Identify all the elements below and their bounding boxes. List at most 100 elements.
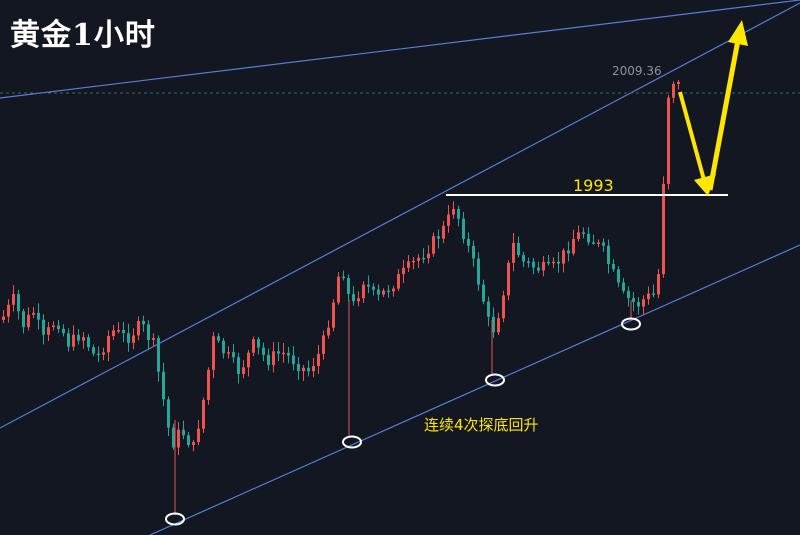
candle-body — [657, 274, 660, 295]
candle-body — [382, 290, 385, 295]
candle-body — [312, 366, 315, 372]
candle-body — [632, 298, 635, 302]
candle-body — [552, 261, 555, 264]
candle-body — [262, 347, 265, 355]
candle-body — [252, 339, 255, 353]
candle-body — [522, 255, 525, 262]
candle-body — [572, 238, 575, 254]
candle-body — [327, 327, 330, 336]
candle-body — [182, 429, 185, 436]
candle-body — [297, 364, 300, 372]
candle-body — [427, 253, 430, 259]
candle-body — [342, 276, 345, 279]
annotation-text: 连续4次探底回升 — [424, 416, 539, 434]
candle-body — [47, 327, 50, 335]
candle-body — [372, 286, 375, 290]
candle-body — [17, 294, 20, 312]
candle-body — [167, 399, 170, 428]
candle-body — [422, 257, 425, 260]
support-touch-markers — [165, 317, 641, 526]
candle-body — [397, 274, 400, 289]
candle-body — [27, 314, 30, 328]
candle-body — [217, 336, 220, 341]
candle-body — [302, 367, 305, 372]
candle-body — [92, 347, 95, 354]
candle-body — [62, 328, 65, 334]
candle-body — [267, 354, 270, 366]
last-price-label: 2009.36 — [612, 64, 662, 78]
candle-body — [532, 261, 535, 268]
touch-marker-1 — [165, 512, 185, 526]
channel-line-3 — [149, 244, 800, 535]
candle-body — [147, 324, 150, 340]
candle-body — [142, 320, 145, 325]
candle-body — [82, 337, 85, 341]
candle-body — [192, 442, 195, 446]
candle-body — [482, 284, 485, 302]
candle-body — [117, 330, 120, 332]
candle-body — [477, 258, 480, 285]
candle-body — [472, 245, 475, 259]
candle-body — [512, 242, 515, 263]
candle-body — [492, 316, 495, 333]
candle-body — [247, 352, 250, 368]
candle-body — [317, 353, 320, 367]
channel-line-2 — [0, 2, 800, 429]
candle-body — [7, 304, 10, 317]
candle-body — [412, 260, 415, 263]
candle-body — [377, 289, 380, 295]
candle-body — [212, 336, 215, 370]
candle-body — [122, 330, 125, 334]
candle-body — [677, 81, 680, 84]
candle-body — [577, 232, 580, 239]
candles — [2, 79, 680, 515]
candle-body — [162, 371, 165, 400]
candle-body — [452, 209, 455, 215]
candle-body — [97, 353, 100, 356]
candle-body — [497, 318, 500, 333]
candle-body — [277, 351, 280, 354]
candle-body — [602, 242, 605, 246]
candle-body — [542, 261, 545, 271]
candle-body — [2, 316, 5, 320]
touch-marker-3 — [485, 373, 505, 387]
level-label: 1993 — [573, 176, 614, 195]
touch-marker-2 — [342, 435, 362, 449]
candle-body — [652, 293, 655, 295]
candle-body — [22, 311, 25, 328]
candle-body — [77, 334, 80, 341]
candle-body — [487, 301, 490, 317]
candle-body — [237, 357, 240, 375]
candle-body — [227, 352, 230, 354]
candle-body — [57, 325, 60, 329]
candle-body — [112, 330, 115, 336]
candle-body — [587, 233, 590, 243]
candle-body — [642, 299, 645, 307]
candle-body — [462, 218, 465, 239]
candle-body — [107, 335, 110, 353]
candle-body — [177, 429, 180, 448]
candle-body — [612, 263, 615, 270]
up-arrow-shaft — [707, 39, 741, 191]
candle-body — [617, 269, 620, 283]
candle-body — [562, 250, 565, 264]
candle-body — [67, 333, 70, 347]
candle-body — [392, 288, 395, 292]
candle-body — [557, 261, 560, 264]
candle-body — [32, 312, 35, 315]
candle-body — [442, 225, 445, 239]
candle-body — [567, 250, 570, 254]
candle-body — [137, 320, 140, 336]
candle-body — [547, 261, 550, 264]
candle-body — [367, 284, 370, 287]
candle-body — [662, 183, 665, 275]
candle-body — [257, 339, 260, 348]
candle-body — [637, 301, 640, 307]
candle-body — [647, 293, 650, 300]
candle-body — [437, 236, 440, 239]
candle-body — [592, 242, 595, 244]
candle-body — [362, 284, 365, 299]
candle-body — [667, 97, 670, 184]
candle-body — [242, 367, 245, 375]
